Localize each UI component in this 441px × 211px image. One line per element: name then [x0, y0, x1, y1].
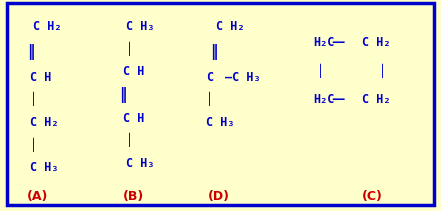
Text: (B): (B): [123, 190, 144, 203]
Text: │: │: [206, 92, 213, 106]
Text: C H: C H: [123, 112, 144, 125]
Text: │: │: [379, 64, 386, 78]
Text: C H₃: C H₃: [126, 20, 154, 33]
Text: C H: C H: [123, 65, 144, 78]
Text: (A): (A): [26, 190, 48, 203]
Text: (D): (D): [208, 190, 230, 203]
Text: │: │: [126, 41, 133, 56]
Text: ‖: ‖: [27, 44, 35, 60]
Text: │: │: [30, 137, 37, 152]
Text: │: │: [30, 92, 37, 106]
FancyBboxPatch shape: [7, 3, 434, 205]
Text: C H₂: C H₂: [30, 116, 59, 129]
Text: C H₂: C H₂: [362, 93, 390, 106]
Text: C H₂: C H₂: [362, 36, 390, 49]
Text: C H₂: C H₂: [33, 20, 62, 33]
Text: H₂C: H₂C: [313, 93, 334, 106]
Text: C H₂: C H₂: [216, 20, 245, 33]
Text: —C H₃: —C H₃: [225, 70, 261, 84]
Text: C H₃: C H₃: [30, 161, 59, 174]
Text: │: │: [126, 133, 133, 147]
Text: C H₃: C H₃: [206, 116, 235, 129]
Text: ‖: ‖: [210, 44, 217, 60]
Text: H₂C: H₂C: [313, 36, 334, 49]
Text: C H₃: C H₃: [126, 157, 154, 170]
Text: (C): (C): [362, 190, 382, 203]
Text: —: —: [332, 93, 345, 106]
Text: C H: C H: [30, 70, 51, 84]
Text: C: C: [206, 70, 213, 84]
Text: —: —: [332, 36, 345, 49]
Text: │: │: [317, 64, 324, 78]
Text: ‖: ‖: [119, 87, 127, 103]
